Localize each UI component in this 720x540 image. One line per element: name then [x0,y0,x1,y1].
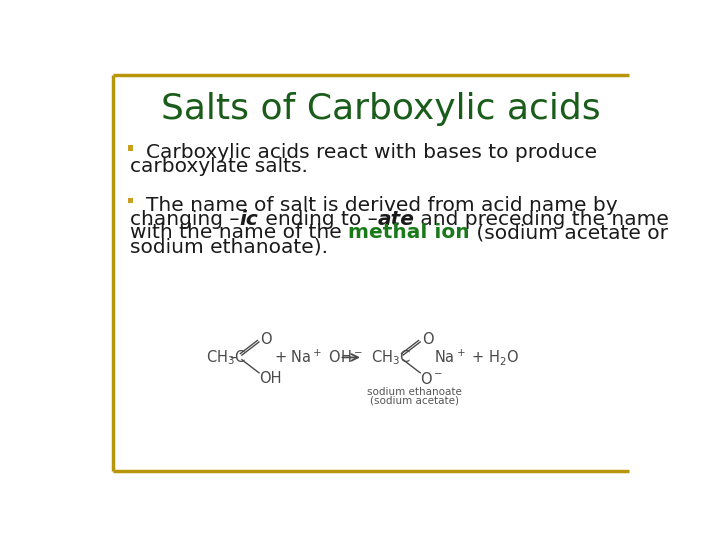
Text: sodium ethanoate).: sodium ethanoate). [130,237,328,256]
Text: Carboxylic acids react with bases to produce: Carboxylic acids react with bases to pro… [145,143,597,163]
Text: O: O [422,332,433,347]
Bar [127,198,133,203]
Text: –: – [230,350,237,365]
Text: C: C [235,350,245,365]
Text: Salts of Carboxylic acids: Salts of Carboxylic acids [161,92,600,126]
Bar [127,145,133,151]
Text: carboxylate salts.: carboxylate salts. [130,157,308,176]
Text: + Na$^+$ OH$^-$: + Na$^+$ OH$^-$ [274,349,362,366]
Text: ic: ic [240,210,258,228]
Text: O$^-$: O$^-$ [420,371,444,387]
Text: sodium ethanoate: sodium ethanoate [367,387,462,397]
Text: methal ion: methal ion [348,224,470,242]
Text: CH$_3$: CH$_3$ [206,348,235,367]
Text: OH: OH [259,372,282,387]
Text: The name of salt is derived from acid name by: The name of salt is derived from acid na… [145,195,618,215]
Text: CH$_3$C: CH$_3$C [371,348,410,367]
Text: changing –: changing – [130,210,240,228]
Text: (sodium acetate or: (sodium acetate or [470,224,668,242]
Text: (sodium acetate): (sodium acetate) [370,396,459,406]
Text: ate: ate [377,210,414,228]
Text: O: O [261,332,272,347]
Text: Na$^+$ + H$_2$O: Na$^+$ + H$_2$O [434,347,520,367]
Text: with the name of the: with the name of the [130,224,348,242]
Text: and preceding the name: and preceding the name [414,210,669,228]
Text: ending to –: ending to – [258,210,377,228]
